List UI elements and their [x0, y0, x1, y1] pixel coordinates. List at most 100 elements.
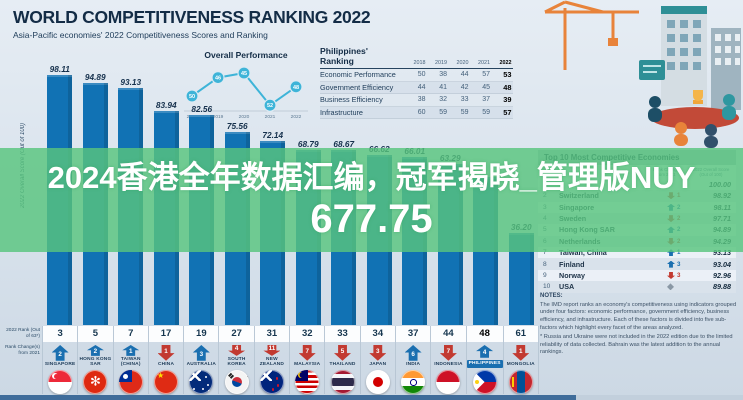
jp-flag-icon [365, 370, 390, 394]
top10-score: 93.13 [713, 248, 731, 258]
rank-column-nz: 31 11 NEW ZEALAND [254, 326, 291, 394]
economy-name: INDIA [406, 362, 421, 368]
au-flag-icon [189, 370, 214, 394]
rank-column-sg: 3 2 SINGAPORE [42, 326, 79, 394]
rank-value: 61 [503, 326, 538, 342]
kr-flag-icon [224, 370, 249, 394]
rank-value: 33 [325, 326, 360, 342]
rank-column-tw: 7 1 TAIWAN (CHINA) [113, 326, 149, 394]
economy-name: NEW ZEALAND [259, 357, 285, 368]
up-arrow-icon [667, 260, 675, 268]
philippines-ranking-table: Philippines' Ranking 2018 2019 2020 2021 202… [320, 46, 513, 119]
rank-value: 5 [78, 326, 113, 342]
down-arrow-icon: 1 [157, 345, 175, 361]
economy-name: INDONESIA [434, 362, 463, 368]
down-arrow-icon: 4 [228, 345, 246, 356]
economy-name: MONGOLIA [506, 362, 535, 368]
economy-name: THAILAND [329, 362, 356, 368]
rank-value: 31 [254, 326, 290, 342]
rank-column-ph: 48 4 PHILIPPINES [466, 326, 504, 394]
up-arrow-icon: 3 [192, 345, 210, 361]
top10-rank: 9 [543, 272, 547, 280]
hk-flag-icon [83, 370, 108, 394]
ph-table-row: Infrastructure 60 59 59 59 57 [320, 106, 513, 119]
th-flag-icon [330, 370, 355, 394]
ph-factor-value: 42 [460, 83, 469, 91]
bar-value-label: 98.11 [49, 63, 70, 74]
bar-value-label: 68.67 [333, 138, 355, 149]
overlay-banner: 2024香港全年数据汇编，冠军揭晓_管理版NUY 677.75 [0, 148, 743, 252]
footer-strip-gray [576, 395, 743, 400]
rank-column-kr: 27 4 SOUTH KOREA [219, 326, 255, 394]
rank-value: 44 [431, 326, 466, 342]
up-arrow-icon: 2 [86, 345, 104, 356]
economy-name: HONG KONG SAR [79, 357, 112, 368]
top10-row: 10 USA 89.88 [538, 281, 736, 293]
change-value: 3 [677, 260, 681, 268]
svg-text:2022: 2022 [291, 114, 302, 120]
ph-table-row: Government Efficiency 44 41 42 45 48 [320, 81, 513, 94]
economy-name: AUSTRALIA [186, 362, 217, 368]
svg-text:45: 45 [241, 71, 247, 77]
svg-text:48: 48 [293, 85, 299, 91]
top10-economy-name: Finland [559, 259, 585, 269]
top10-rank: 10 [543, 283, 551, 291]
top10-score: 92.96 [713, 271, 731, 281]
rank-column-hk: 5 2 HONG KONG SAR [78, 326, 114, 394]
ph-factor-value: 32 [439, 96, 447, 104]
rank-column-th: 33 5 THAILAND [325, 326, 361, 394]
rank-column-my: 32 7 MALAYSIA [290, 326, 326, 394]
top10-rank-change: 3 [667, 272, 697, 280]
rank-column-in: 37 6 INDIA [395, 326, 432, 394]
ph-factor-value: 39 [503, 95, 512, 105]
economy-name: JAPAN [369, 362, 387, 368]
rank-value: 34 [360, 326, 395, 342]
notes-paragraph-1: The IMD report ranks an economy's compet… [540, 301, 737, 331]
bar-value-label: 72.14 [262, 130, 284, 140]
rank-value: 37 [395, 326, 431, 342]
change-value: 3 [677, 272, 681, 280]
rank-value: 19 [184, 326, 219, 342]
ph-factor-label: Economic Performance [320, 70, 396, 80]
rank-value: 48 [466, 326, 503, 342]
svg-text:2021: 2021 [265, 114, 276, 120]
header: WORLD COMPETITIVENESS RANKING 2022 Asia-… [13, 7, 371, 40]
tw-flag-icon [118, 370, 143, 394]
rank-value: 32 [290, 326, 325, 342]
ph-table-row: Business Efficiency 38 32 33 37 39 [320, 94, 513, 107]
ph-table-header: Philippines' Ranking 2018 2019 2020 2021 202… [320, 46, 513, 69]
top10-score: 93.04 [713, 259, 731, 269]
ph-factor-value: 38 [439, 71, 447, 79]
ph-factor-value: 44 [460, 71, 469, 79]
up-arrow-icon: 2 [51, 345, 69, 361]
cn-flag-icon [154, 370, 179, 394]
economy-name: PHILIPPINES [466, 360, 503, 368]
nz-flag-icon [259, 370, 284, 394]
up-arrow-icon [667, 249, 675, 257]
bar-value-label: 75.56 [226, 121, 248, 132]
down-arrow-icon: 1 [512, 345, 530, 361]
ph-factor-value: 48 [503, 82, 512, 92]
down-arrow-icon: 7 [298, 345, 316, 361]
ph-factor-value: 59 [439, 108, 447, 116]
mn-flag-icon [508, 370, 533, 394]
footer-strip-blue [0, 395, 576, 400]
ph-year-header: 2018 [413, 60, 426, 66]
page-title: WORLD COMPETITIVENESS RANKING 2022 [13, 7, 371, 27]
rank-column-id: 44 7 INDONESIA [431, 326, 467, 394]
notes-heading: NOTES: [540, 293, 563, 299]
rank-column-mn: 61 1 MONGOLIA [503, 326, 539, 394]
top10-row: 8 Finland 3 93.04 [538, 258, 736, 270]
top10-rank-change [667, 283, 697, 291]
up-arrow-icon: 1 [122, 345, 140, 356]
overlay-text-line2: 677.75 [310, 196, 433, 241]
svg-text:50: 50 [189, 94, 195, 100]
ph-factor-value: 50 [417, 71, 426, 79]
ph-year-header: 2022 [499, 60, 512, 66]
id-flag-icon [436, 370, 461, 394]
top10-score: 89.88 [713, 282, 731, 292]
down-arrow-icon: 5 [334, 345, 352, 361]
ph-factor-value: 41 [439, 83, 447, 91]
top10-rank: 8 [543, 260, 547, 268]
